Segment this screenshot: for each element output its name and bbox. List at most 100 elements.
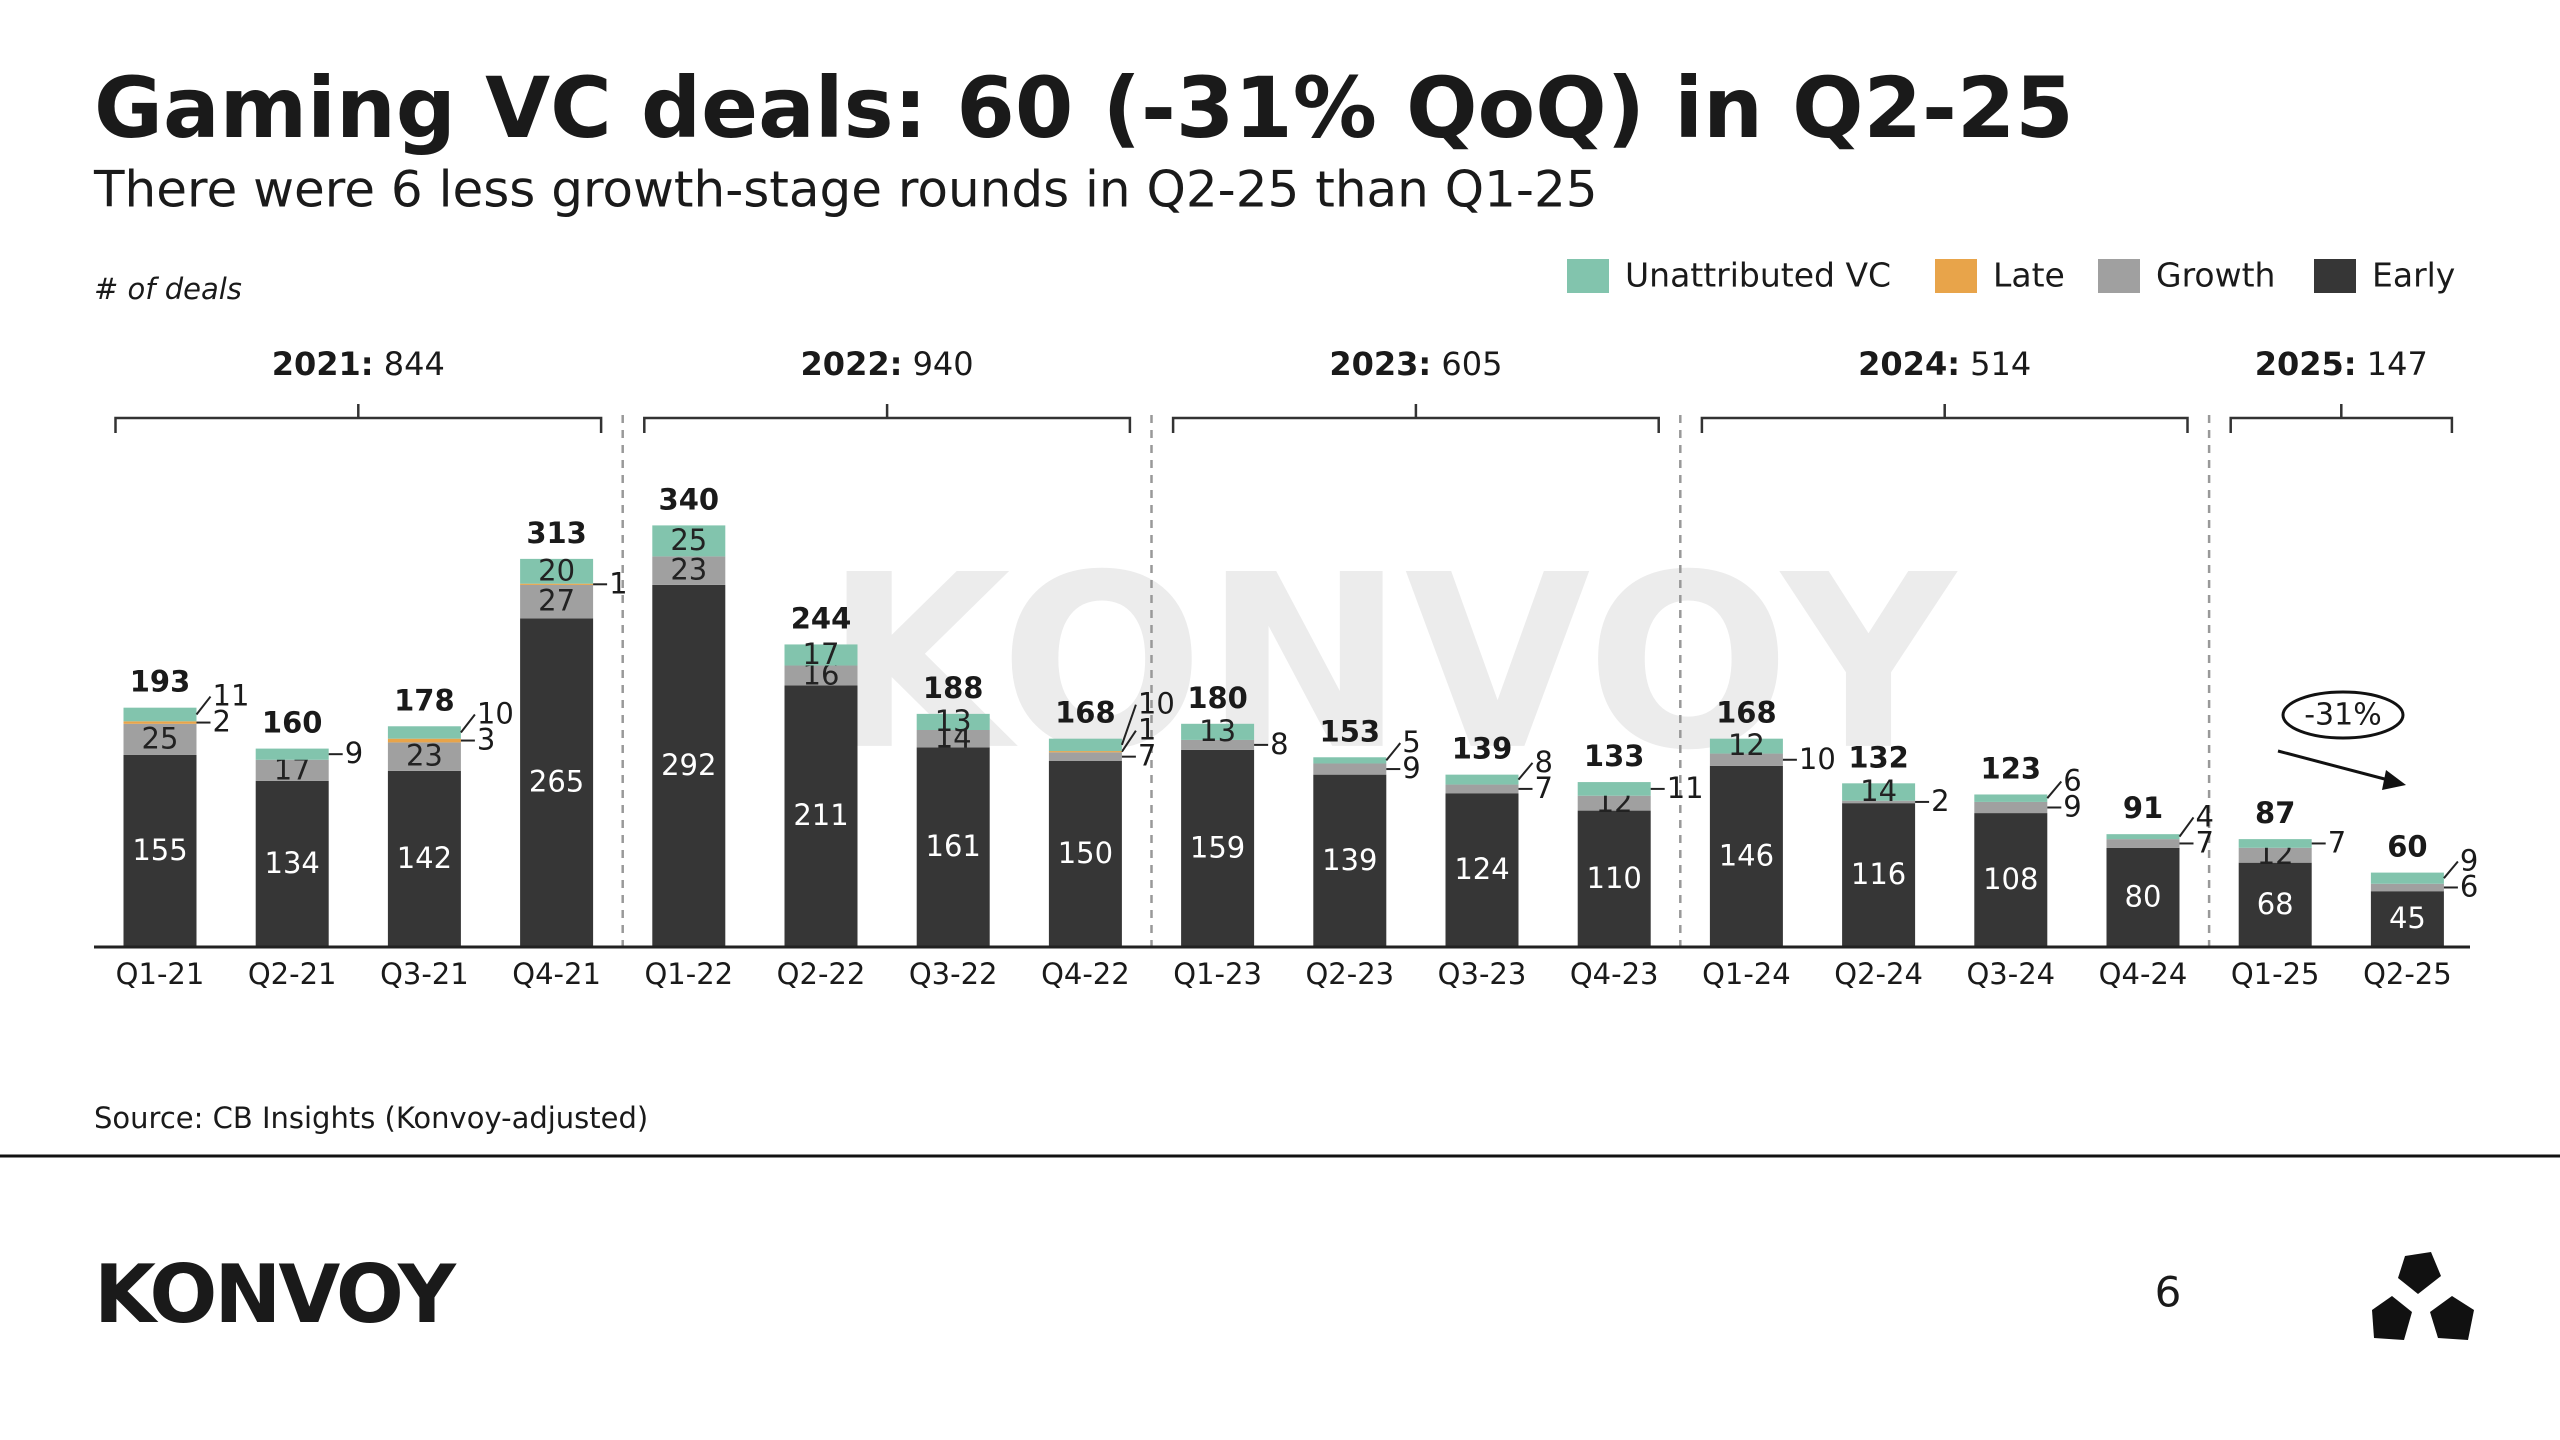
data-label: 13 — [1199, 714, 1236, 748]
year-bracket — [643, 404, 1132, 433]
leader-line — [460, 713, 476, 734]
data-label: 7 — [1535, 771, 1553, 805]
data-label: 9 — [2063, 790, 2081, 824]
annotation: -31% — [2304, 698, 2382, 733]
x-tick-label: Q1-25 — [2231, 957, 2320, 991]
bar-segment — [652, 556, 726, 585]
bar-segment — [1709, 753, 1783, 766]
year-name: 2021: — [272, 345, 374, 383]
total-label: 340 — [659, 482, 720, 516]
year-label: 2024: 514 — [1858, 345, 2031, 383]
bar-segment — [1048, 761, 1122, 947]
data-label: 139 — [1322, 843, 1377, 877]
data-label: 292 — [661, 748, 716, 782]
bar-segment — [255, 780, 329, 947]
bar-segment — [916, 747, 990, 947]
legend-label: Unattributed VC — [1625, 256, 1891, 295]
total-label: 60 — [2387, 830, 2427, 864]
data-label: 110 — [1587, 861, 1642, 895]
data-label: 150 — [1058, 836, 1113, 870]
bar-segment — [1313, 763, 1387, 775]
x-tick-label: Q4-23 — [1570, 957, 1659, 991]
bar-segment — [1048, 752, 1122, 761]
bar-segment — [520, 584, 594, 619]
year-name: 2024: — [1858, 345, 1960, 383]
leader-line — [1121, 730, 1137, 753]
bar-segment — [1577, 795, 1651, 811]
total-label: 188 — [923, 671, 984, 705]
data-label: 10 — [1138, 687, 1175, 721]
watermark: KONVOY — [825, 523, 1959, 803]
data-label: 142 — [397, 841, 452, 875]
data-label: 161 — [926, 829, 981, 863]
data-label: 2 — [1931, 784, 1949, 818]
total-label: 91 — [2123, 791, 2163, 825]
data-label: 11 — [213, 679, 250, 713]
total-label: 168 — [1055, 696, 1116, 730]
year-name: 2025: — [2255, 345, 2357, 383]
bar-segment — [1313, 757, 1387, 764]
leader-line — [2178, 816, 2195, 838]
data-label: 9 — [345, 736, 363, 770]
title: Gaming VC deals: 60 (-31% QoQ) in Q2-25 — [94, 59, 2074, 157]
data-label: 68 — [2257, 887, 2294, 921]
total-label: 153 — [1320, 714, 1381, 748]
data-label: 6 — [2460, 869, 2478, 903]
bar-segment — [1048, 738, 1122, 752]
bar-segment — [1181, 749, 1255, 947]
bar-segment — [123, 754, 197, 947]
bar-segment — [2238, 839, 2312, 848]
bar-segment — [652, 584, 726, 947]
data-label: 8 — [1535, 745, 1553, 779]
y-axis-label: # of deals — [94, 272, 242, 306]
bar-segment — [2370, 883, 2444, 892]
total-label: 180 — [1187, 681, 1248, 715]
x-tick-label: Q1-21 — [116, 957, 205, 991]
data-label: 1 — [609, 566, 627, 600]
bar-segment — [1709, 765, 1783, 947]
total-label: 132 — [1848, 740, 1909, 774]
bar-segment — [255, 759, 329, 781]
data-label: 10 — [1799, 742, 1836, 776]
legend-swatch — [1567, 259, 1609, 293]
year-total: 147 — [2367, 345, 2428, 383]
bar-segment — [2106, 847, 2180, 947]
bar-segment — [255, 748, 329, 760]
year-bracket — [114, 404, 603, 433]
bar-segment — [520, 583, 594, 585]
data-label: 7 — [2196, 825, 2214, 859]
data-label: 13 — [935, 704, 972, 738]
bar-segment — [520, 618, 594, 947]
data-label: 159 — [1190, 830, 1245, 864]
year-total: 514 — [1970, 345, 2031, 383]
bar-segment — [1445, 774, 1519, 785]
subtitle: There were 6 less growth-stage rounds in… — [93, 161, 1598, 219]
bar-segment — [1709, 738, 1783, 754]
x-tick-label: Q1-22 — [644, 957, 733, 991]
bar-segment — [1974, 794, 2048, 802]
data-label: 134 — [265, 846, 320, 880]
data-label: 23 — [406, 739, 443, 773]
x-tick-label: Q2-24 — [1834, 957, 1923, 991]
data-label: 10 — [477, 697, 514, 731]
year-name: 2023: — [1329, 345, 1431, 383]
legend-swatch — [2314, 259, 2356, 293]
data-label: 11 — [1667, 771, 1704, 805]
total-label: 87 — [2255, 796, 2295, 830]
x-tick-label: Q2-25 — [2363, 957, 2452, 991]
total-label: 168 — [1716, 696, 1777, 730]
bar-segment — [387, 770, 461, 947]
bar-segment — [2238, 847, 2312, 863]
total-label: 133 — [1584, 739, 1645, 773]
data-label: 17 — [803, 637, 840, 671]
x-tick-label: Q2-21 — [248, 957, 337, 991]
bar-segment — [1445, 793, 1519, 947]
x-tick-label: Q3-21 — [380, 957, 469, 991]
bar-segment — [1842, 800, 1916, 804]
data-label: 7 — [1138, 739, 1156, 773]
bar-segment — [387, 726, 461, 739]
data-label: 7 — [2328, 825, 2346, 859]
bar-segment — [1842, 803, 1916, 947]
